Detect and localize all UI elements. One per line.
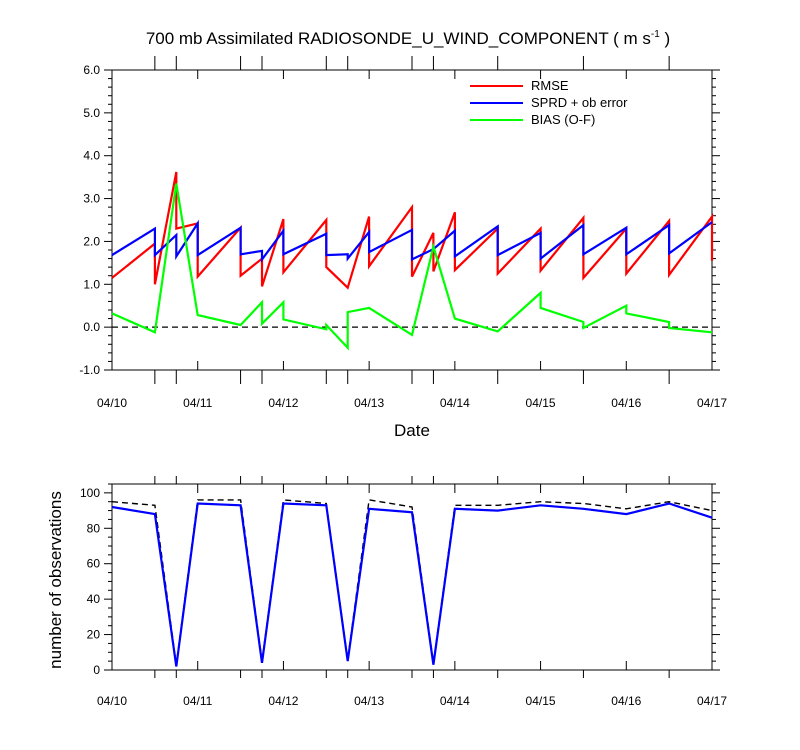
y-tick-label: 100 xyxy=(80,486,100,500)
y-tick-label: 80 xyxy=(87,521,101,535)
legend-label: RMSE xyxy=(531,78,569,93)
x-tick-label: 04/17 xyxy=(697,396,727,410)
series-line-bias-o-f xyxy=(111,183,713,351)
x-tick-label: 04/17 xyxy=(697,694,727,708)
top-panel: -1.0 0.0 1.0 2.0 3.0 4.0 5.0 6.0 04/10 04/11 04/12… xyxy=(79,56,727,410)
chart-title-suffix: ) xyxy=(660,29,670,48)
x-axis-label: Date xyxy=(394,421,430,440)
x-tick-label: 04/11 xyxy=(183,396,212,410)
y-tick-label: 4.0 xyxy=(83,149,100,163)
chart-title-main: 700 mb Assimilated RADIOSONDE_U_WIND_COM… xyxy=(146,29,651,48)
y-tick-label: -1.0 xyxy=(79,363,100,377)
legend: RMSE SPRD + ob error BIAS (O-F) xyxy=(470,78,628,127)
y-tick-label: 6.0 xyxy=(83,63,100,77)
x-tick-label: 04/14 xyxy=(440,694,470,708)
y-tick-label: 40 xyxy=(87,592,101,606)
x-tick-label: 04/14 xyxy=(440,396,470,410)
y-tick-label: 2.0 xyxy=(83,234,100,248)
x-tick-label: 04/15 xyxy=(526,694,556,708)
series-line-sprd-ob-error xyxy=(111,219,713,263)
y-tick-label: 3.0 xyxy=(83,192,100,206)
y-tick-label: 60 xyxy=(87,557,101,571)
x-tick-label: 04/10 xyxy=(97,694,127,708)
y-axis-label-bottom: number of observations xyxy=(46,491,65,669)
x-tick-label: 04/16 xyxy=(611,694,641,708)
chart-title-superscript: -1 xyxy=(651,29,660,40)
x-tick-label: 04/10 xyxy=(97,396,127,410)
x-tick-label: 04/12 xyxy=(268,396,298,410)
x-tick-label: 04/15 xyxy=(526,396,556,410)
y-tick-label: 0 xyxy=(93,663,100,677)
series-line-possible xyxy=(111,499,713,665)
x-tick-label: 04/13 xyxy=(354,396,384,410)
y-tick-label: 20 xyxy=(87,628,101,642)
x-tick-label: 04/11 xyxy=(183,694,212,708)
x-tick-label: 04/12 xyxy=(268,694,298,708)
series-line-used xyxy=(111,502,713,667)
legend-label: SPRD + ob error xyxy=(531,95,628,110)
x-tick-label: 04/13 xyxy=(354,694,384,708)
series-line-rmse xyxy=(111,171,714,290)
y-tick-label: 5.0 xyxy=(83,106,100,120)
y-tick-label: 0.0 xyxy=(83,320,100,334)
x-tick-label: 04/16 xyxy=(611,396,641,410)
legend-label: BIAS (O-F) xyxy=(531,112,595,127)
y-tick-label: 1.0 xyxy=(83,277,100,291)
bottom-panel: 0 20 40 60 80 100 04/10 04/11 04/12 04/13 04/14 04/… xyxy=(80,476,727,708)
chart-title: 700 mb Assimilated RADIOSONDE_U_WIND_COM… xyxy=(146,29,670,48)
